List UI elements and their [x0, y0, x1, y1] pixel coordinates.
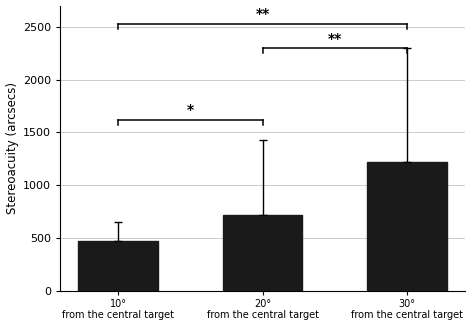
- Bar: [78, 241, 158, 290]
- Text: **: **: [328, 32, 342, 46]
- Bar: [223, 215, 302, 290]
- Text: *: *: [187, 103, 194, 117]
- Bar: [367, 162, 447, 290]
- Text: **: **: [255, 7, 270, 21]
- Y-axis label: Stereoacuity (arcsecs): Stereoacuity (arcsecs): [6, 82, 18, 214]
